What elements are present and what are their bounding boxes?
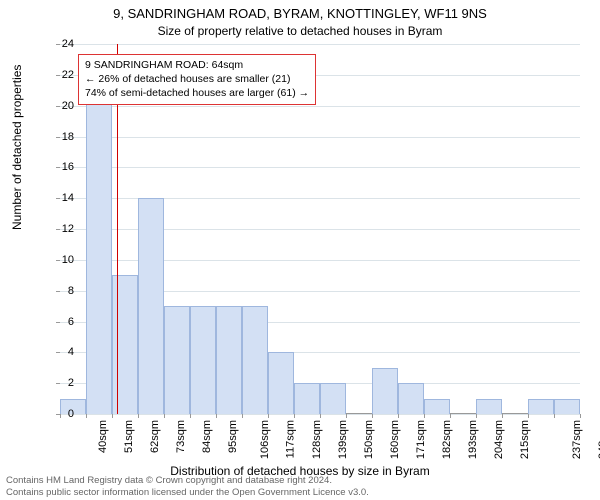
x-tick-label: 106sqm: [259, 420, 271, 459]
x-tick-label: 128sqm: [311, 420, 323, 459]
x-tick-label: 237sqm: [571, 420, 583, 459]
histogram-bar: [294, 383, 320, 414]
x-tick-mark: [476, 414, 477, 418]
y-tick-label: 2: [44, 377, 74, 389]
histogram-bar: [164, 306, 190, 414]
x-tick-label: 62sqm: [149, 420, 161, 453]
histogram-bar: [86, 75, 112, 414]
histogram-bar: [398, 383, 424, 414]
x-tick-mark: [580, 414, 581, 418]
histogram-bar: [476, 399, 502, 414]
y-tick-label: 20: [44, 100, 74, 112]
grid-line: [60, 44, 580, 45]
histogram-bar: [528, 399, 554, 414]
grid-line: [60, 106, 580, 107]
y-tick-label: 16: [44, 161, 74, 173]
histogram-bar: [216, 306, 242, 414]
histogram-bar: [138, 198, 164, 414]
y-tick-label: 6: [44, 316, 74, 328]
x-tick-mark: [372, 414, 373, 418]
y-tick-label: 18: [44, 131, 74, 143]
x-tick-mark: [502, 414, 503, 418]
y-tick-label: 10: [44, 254, 74, 266]
chart-title-main: 9, SANDRINGHAM ROAD, BYRAM, KNOTTINGLEY,…: [0, 6, 600, 21]
x-tick-mark: [294, 414, 295, 418]
x-tick-mark: [190, 414, 191, 418]
histogram-bar: [372, 368, 398, 414]
y-tick-label: 24: [44, 38, 74, 50]
x-tick-label: 51sqm: [123, 420, 135, 453]
x-tick-mark: [86, 414, 87, 418]
x-tick-label: 150sqm: [363, 420, 375, 459]
chart-title-sub: Size of property relative to detached ho…: [0, 24, 600, 38]
y-tick-label: 0: [44, 408, 74, 420]
x-tick-mark: [528, 414, 529, 418]
x-tick-label: 193sqm: [467, 420, 479, 459]
x-tick-mark: [268, 414, 269, 418]
x-tick-mark: [216, 414, 217, 418]
x-tick-label: 171sqm: [415, 420, 427, 459]
x-tick-label: 215sqm: [519, 420, 531, 459]
x-tick-mark: [164, 414, 165, 418]
x-tick-mark: [112, 414, 113, 418]
histogram-bar: [242, 306, 268, 414]
x-tick-label: 40sqm: [97, 420, 109, 453]
x-tick-label: 95sqm: [227, 420, 239, 453]
y-tick-label: 12: [44, 223, 74, 235]
x-tick-mark: [242, 414, 243, 418]
y-tick-label: 14: [44, 192, 74, 204]
histogram-bar: [190, 306, 216, 414]
x-tick-label: 73sqm: [175, 420, 187, 453]
footer-line1: Contains HM Land Registry data © Crown c…: [6, 475, 332, 486]
histogram-bar: [424, 399, 450, 414]
annotation-box: 9 SANDRINGHAM ROAD: 64sqm← 26% of detach…: [78, 54, 316, 105]
chart-container: 9, SANDRINGHAM ROAD, BYRAM, KNOTTINGLEY,…: [0, 0, 600, 500]
annotation-line1: 9 SANDRINGHAM ROAD: 64sqm: [85, 58, 309, 72]
x-tick-label: 204sqm: [493, 420, 505, 459]
x-tick-label: 84sqm: [201, 420, 213, 453]
x-tick-label: 117sqm: [284, 420, 296, 458]
y-tick-label: 4: [44, 346, 74, 358]
footer-line2: Contains public sector information licen…: [6, 487, 369, 498]
x-tick-label: 160sqm: [389, 420, 401, 459]
x-tick-mark: [138, 414, 139, 418]
histogram-bar: [320, 383, 346, 414]
x-tick-mark: [424, 414, 425, 418]
histogram-bar: [554, 399, 580, 414]
annotation-line3: 74% of semi-detached houses are larger (…: [85, 86, 309, 100]
y-axis-label: Number of detached properties: [10, 65, 24, 230]
plot-area: 9 SANDRINGHAM ROAD: 64sqm← 26% of detach…: [60, 44, 580, 414]
annotation-line2: ← 26% of detached houses are smaller (21…: [85, 72, 309, 86]
y-tick-label: 22: [44, 69, 74, 81]
footer-attribution: Contains HM Land Registry data © Crown c…: [0, 473, 600, 500]
histogram-bar: [268, 352, 294, 414]
x-tick-mark: [346, 414, 347, 418]
x-tick-label: 139sqm: [337, 420, 349, 459]
grid-line: [60, 137, 580, 138]
x-tick-mark: [320, 414, 321, 418]
y-tick-label: 8: [44, 285, 74, 297]
x-tick-mark: [450, 414, 451, 418]
grid-line: [60, 167, 580, 168]
x-tick-mark: [398, 414, 399, 418]
x-tick-label: 182sqm: [441, 420, 453, 459]
x-tick-mark: [554, 414, 555, 418]
